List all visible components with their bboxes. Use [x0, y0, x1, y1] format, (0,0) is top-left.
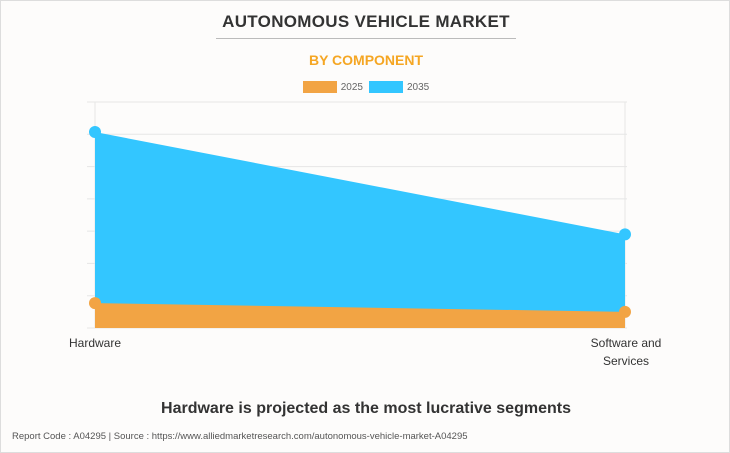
point-2025-1 — [619, 305, 631, 318]
legend-swatch-2025 — [302, 81, 337, 93]
x-tick-label: Software and — [591, 336, 662, 350]
chart-subtitle: BY COMPONENT — [308, 52, 424, 68]
x-tick-label: Services — [603, 354, 649, 368]
legend-label-2035: 2035 — [407, 81, 430, 93]
area-2025 — [95, 303, 625, 328]
headline: Hardware is projected as the most lucrat… — [161, 400, 571, 417]
legend-label-2025: 2025 — [340, 81, 363, 93]
point-2035-0 — [89, 126, 101, 139]
area-2035 — [95, 132, 625, 328]
legend: 2025 2035 — [1, 81, 729, 93]
legend-item-2035[interactable]: 2035 — [369, 81, 429, 93]
source-text: Report Code : A04295 | Source : https://… — [12, 431, 468, 442]
area-chart: Hardware Software and Services — [69, 101, 662, 368]
chart-title: AUTONOMOUS VEHICLE MARKET — [222, 12, 510, 31]
x-tick-label: Hardware — [69, 336, 121, 350]
point-2025-0 — [89, 297, 101, 310]
legend-swatch-2035 — [369, 81, 403, 93]
point-2035-1 — [619, 228, 631, 241]
legend-item-2025[interactable]: 2025 — [302, 81, 363, 93]
title-divider — [216, 38, 516, 39]
